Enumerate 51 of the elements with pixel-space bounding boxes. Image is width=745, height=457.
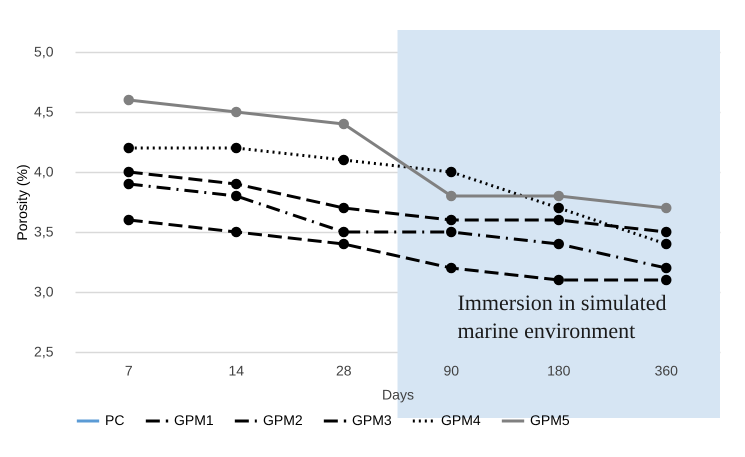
point [661, 262, 672, 274]
legend-label: PC [105, 412, 124, 428]
point [446, 214, 456, 226]
point [231, 226, 242, 238]
point [661, 238, 672, 250]
legend-label: GPM3 [352, 412, 392, 428]
point [446, 262, 456, 274]
x-tick-label: 14 [228, 362, 244, 378]
x-tick-label: 180 [547, 362, 571, 378]
point [446, 190, 456, 202]
point [124, 178, 134, 190]
point [554, 190, 564, 202]
x-tick-label: 28 [336, 362, 352, 378]
x-tick-label: 7 [124, 362, 133, 378]
point [554, 238, 564, 250]
point [661, 202, 672, 214]
y-axis-title: Porosity (%) [14, 164, 30, 241]
point [231, 190, 242, 202]
legend-label: GPM5 [530, 412, 570, 428]
point [554, 274, 564, 286]
legend-label: GPM2 [263, 412, 303, 428]
point [554, 214, 564, 226]
point [554, 202, 564, 214]
point [338, 118, 349, 130]
y-tick-label: 3,0 [34, 284, 54, 300]
y-tick-label: 3,5 [34, 224, 54, 240]
legend-label: GPM1 [174, 412, 214, 428]
band-label: Immersion in simulated marine environment [457, 290, 666, 343]
point [231, 106, 242, 118]
point [446, 166, 456, 178]
x-axis-title: Days [382, 386, 414, 402]
point [231, 178, 242, 190]
point [661, 226, 672, 238]
point [338, 202, 349, 214]
point [338, 238, 349, 250]
y-tick-label: 5,0 [34, 44, 54, 60]
point [124, 166, 134, 178]
point [231, 142, 242, 154]
point [124, 94, 134, 106]
point [124, 214, 134, 226]
point [124, 142, 134, 154]
point [446, 226, 456, 238]
y-tick-label: 4,5 [34, 104, 54, 120]
y-tick-label: 2,5 [34, 344, 54, 360]
legend-label: GPM4 [441, 412, 481, 428]
x-tick-label: 90 [443, 362, 460, 378]
point [338, 226, 349, 238]
point [338, 154, 349, 166]
point [661, 274, 672, 286]
x-tick-label: 360 [654, 362, 678, 378]
y-tick-label: 4,0 [34, 164, 54, 180]
